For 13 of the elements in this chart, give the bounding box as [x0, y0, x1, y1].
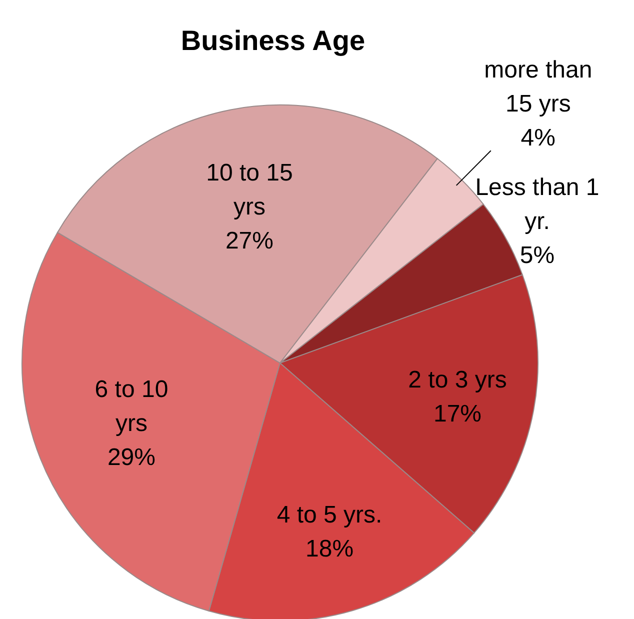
slice-label: Less than 1 yr. — [475, 174, 600, 235]
data-label: 5% — [520, 242, 555, 269]
data-label: 27% — [225, 227, 274, 254]
data-label: 4% — [520, 124, 556, 152]
slice-label: 6 to 10 yrs — [94, 376, 168, 437]
data-label: 29% — [107, 444, 156, 471]
slice-label: 2 to 3 yrs — [408, 366, 507, 394]
data-label: 17% — [433, 400, 482, 428]
slice-label: 10 to 15 yrs — [206, 159, 293, 220]
data-label: 18% — [306, 536, 354, 563]
slice-label: 4 to 5 yrs. — [276, 502, 382, 529]
slice-label: more than 15 yrs — [484, 56, 592, 118]
chart-title: Business Age — [180, 25, 366, 56]
